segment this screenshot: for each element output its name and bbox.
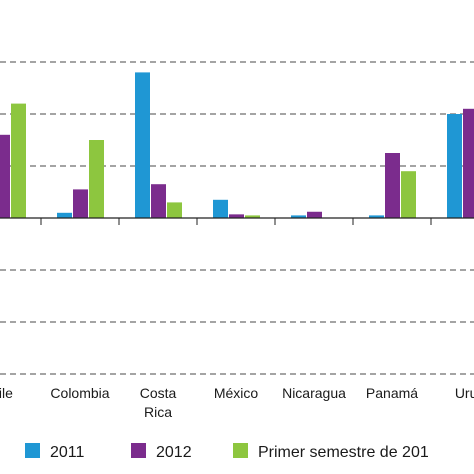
bar-panamá-primer-semestre-de-2013 — [401, 171, 416, 218]
bar-méxico-2011 — [213, 199, 228, 218]
x-axis-ticks — [40, 218, 432, 225]
bar-panamá-2012 — [385, 153, 400, 218]
bar-chile-primer-semestre-de-2013 — [11, 103, 26, 218]
bar-costa-rica-2012 — [151, 184, 166, 218]
category-labels: hile Colombia Costa Rica México Nicaragua Pana… — [0, 385, 474, 420]
bar-colombia-primer-semestre-de-2013 — [89, 140, 104, 218]
bar-nicaragua-2012 — [307, 211, 322, 218]
legend-swatch — [25, 443, 40, 458]
bar-panamá-2011 — [369, 215, 384, 218]
bar-uruguay-2011 — [447, 114, 462, 218]
legend-label: 2011 — [50, 444, 85, 461]
category-label: Urug — [455, 385, 474, 401]
bar-méxico-2012 — [229, 214, 244, 218]
bar-colombia-2011 — [57, 212, 72, 218]
legend-label: 2012 — [156, 444, 192, 461]
bar-méxico-primer-semestre-de-2013 — [245, 215, 260, 218]
legend-swatch — [131, 443, 146, 458]
legend-swatch — [233, 443, 248, 458]
bar-chile-2012 — [0, 134, 10, 218]
bar-costa-rica-primer-semestre-de-2013 — [167, 202, 182, 218]
category-label: Panamá — [366, 385, 418, 401]
bar-nicaragua-2011 — [291, 215, 306, 218]
bar-uruguay-2012 — [463, 108, 474, 218]
category-label: hile — [0, 385, 13, 401]
bar-costa-rica-2011 — [135, 72, 150, 219]
category-label: Nicaragua — [282, 385, 346, 401]
legend-label: Primer semestre de 201 — [258, 444, 429, 461]
bars — [0, 72, 474, 219]
category-label: México — [214, 385, 259, 401]
bar-colombia-2012 — [73, 189, 88, 218]
category-label: Rica — [144, 404, 172, 420]
category-label: Costa — [140, 385, 177, 401]
legend: 2011 2012 Primer semestre de 201 — [25, 443, 429, 461]
category-label: Colombia — [50, 385, 109, 401]
